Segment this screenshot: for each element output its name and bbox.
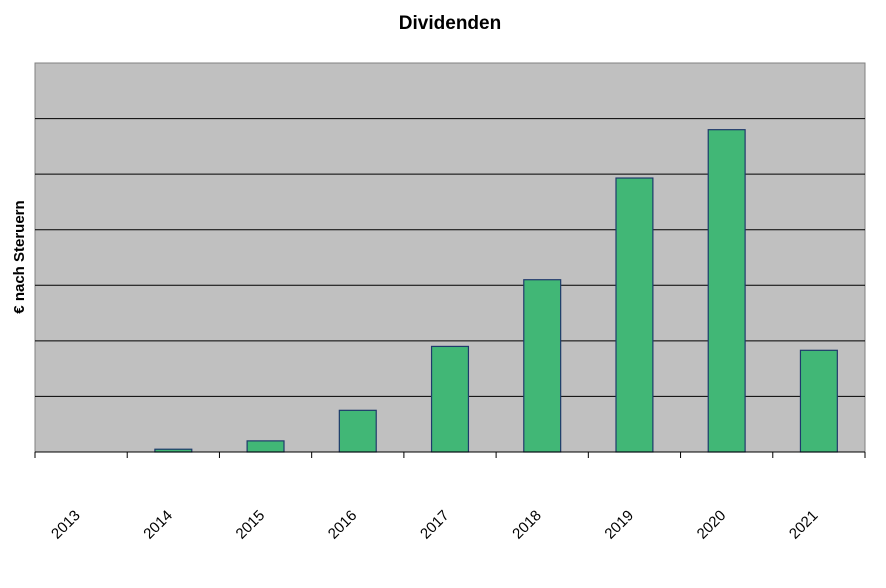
bar-2021 — [799, 349, 838, 453]
x-tick-label: 2015 — [233, 507, 269, 543]
bar-2018 — [523, 279, 562, 453]
bars — [154, 129, 838, 453]
x-tick-label: 2017 — [417, 507, 453, 543]
x-tick-label: 2021 — [786, 507, 822, 543]
bar-2020 — [707, 129, 746, 453]
x-axis — [34, 451, 866, 458]
bar-2019 — [615, 177, 654, 453]
x-tick-label: 2018 — [509, 507, 545, 543]
x-tick-label: 2014 — [140, 507, 176, 543]
x-tick-label: 2020 — [694, 507, 730, 543]
x-tick-labels: 2013 2014 2015 2016 2017 2018 2019 2020 2021 — [48, 507, 821, 543]
bar-2015 — [246, 440, 285, 453]
x-tick-label: 2019 — [601, 507, 637, 543]
bar-2016 — [338, 409, 377, 453]
bar-2017 — [430, 345, 470, 453]
x-tick-label: 2013 — [48, 507, 84, 543]
chart-title: Dividenden — [399, 13, 501, 34]
x-tick-label: 2016 — [325, 507, 361, 543]
y-axis-label: € nach Steruern — [11, 200, 28, 313]
